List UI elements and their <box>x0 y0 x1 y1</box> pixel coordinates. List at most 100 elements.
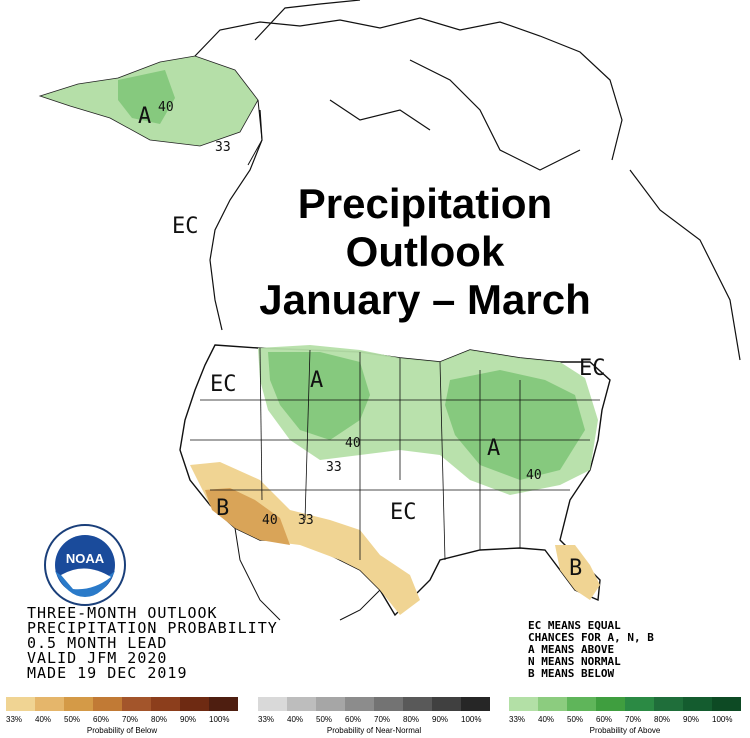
state-borders <box>190 347 600 561</box>
scale-bar-0 <box>6 697 238 711</box>
map-label-southwest-33: 33 <box>298 513 314 528</box>
map-label-north-central-a: A <box>310 368 324 393</box>
scale-tick-label: 33% <box>258 715 275 724</box>
map-label-ec-northeast: EC <box>579 356 606 381</box>
scale-tick-label: 80% <box>151 715 168 724</box>
scale-tick-label: 60% <box>345 715 362 724</box>
map-label-north-central-33: 33 <box>326 460 342 475</box>
scale-tick-label: 80% <box>403 715 420 724</box>
scale-bar-2 <box>509 697 741 711</box>
scale-tick-label: 40% <box>35 715 52 724</box>
scale-swatch <box>316 697 345 711</box>
noaa-logo-text: NOAA <box>66 551 105 566</box>
scale-swatch <box>374 697 403 711</box>
map-label-alaska-40: 40 <box>158 100 174 115</box>
scale-swatch <box>625 697 654 711</box>
north-central-above-40-region <box>268 352 370 440</box>
scale-swatch <box>35 697 64 711</box>
scale-tick-label: 50% <box>567 715 584 724</box>
scale-tick-label: 80% <box>654 715 671 724</box>
ec-legend-line-1: EC MEANS EQUAL <box>528 619 621 632</box>
scale-title-2: Probability of Above <box>589 726 661 735</box>
scale-title-1: Probability of Near-Normal <box>326 726 422 735</box>
map-label-alaska-33: 33 <box>215 140 231 155</box>
title-line-3: January – March <box>259 276 591 323</box>
mexico-outline <box>234 527 381 621</box>
scale-tick-label: 33% <box>6 715 23 724</box>
info-line-3: 0.5 MONTH LEAD <box>27 634 168 652</box>
scale-ticks-1: 33% 40% 50% 60% 70% 80% 90% 100% <box>258 715 490 724</box>
title-line-2: Outlook <box>345 228 505 275</box>
map-label-north-central-40: 40 <box>345 436 361 451</box>
scale-swatch <box>6 697 35 711</box>
canada-coastline <box>194 0 741 361</box>
scale-swatch <box>403 697 432 711</box>
scale-tick-label: 33% <box>509 715 526 724</box>
southwest-below-40-region <box>205 488 290 545</box>
scale-swatch <box>567 697 596 711</box>
scale-swatch <box>345 697 374 711</box>
outlook-info-block: THREE-MONTH OUTLOOK PRECIPITATION PROBAB… <box>27 606 278 681</box>
scale-swatch <box>654 697 683 711</box>
alaska-above-40-region <box>118 70 175 124</box>
scale-tick-label: 90% <box>683 715 700 724</box>
scale-tick-label: 60% <box>596 715 613 724</box>
scale-ticks-2: 33% 40% 50% 60% 70% 80% 90% 100% <box>509 715 741 724</box>
map-title: Precipitation Outlook January – March <box>200 180 650 324</box>
scale-swatch <box>180 697 209 711</box>
scale-swatch <box>683 697 712 711</box>
scale-swatch <box>432 697 461 711</box>
map-label-florida-b: B <box>569 556 583 581</box>
ec-legend-line-3: A MEANS ABOVE <box>528 643 615 656</box>
alaska-border <box>247 99 263 166</box>
map-label-ec-northwest: EC <box>210 372 237 397</box>
info-line-1: THREE-MONTH OUTLOOK <box>27 604 218 622</box>
scale-tick-label: 90% <box>180 715 197 724</box>
title-line-1: Precipitation <box>297 180 553 227</box>
scale-tick-label: 70% <box>374 715 391 724</box>
florida-below-33-region <box>555 545 600 600</box>
scale-swatch <box>151 697 180 711</box>
map-label-alaska-a: A <box>138 104 152 129</box>
scale-swatch <box>461 697 490 711</box>
scale-tick-label: 50% <box>316 715 333 724</box>
scale-swatch <box>64 697 93 711</box>
scale-swatch <box>209 697 238 711</box>
scale-tick-label: 100% <box>209 715 230 724</box>
scale-swatch <box>122 697 151 711</box>
map-label-ec-bc: EC <box>172 214 199 239</box>
map-label-great-lakes-40: 40 <box>526 468 542 483</box>
scale-tick-label: 70% <box>625 715 642 724</box>
info-line-5: MADE 19 DEC 2019 <box>27 664 188 682</box>
scale-tick-label: 70% <box>122 715 139 724</box>
ec-legend-line-2: CHANCES FOR A, N, B <box>528 631 654 644</box>
scale-swatch <box>509 697 538 711</box>
info-line-4: VALID JFM 2020 <box>27 649 168 667</box>
scale-swatch <box>596 697 625 711</box>
scale-ticks-0: 33% 40% 50% 60% 70% 80% 90% 100% <box>6 715 238 724</box>
scale-tick-label: 40% <box>538 715 555 724</box>
ec-legend-line-4: N MEANS NORMAL <box>528 655 621 668</box>
scale-tick-label: 40% <box>287 715 304 724</box>
scale-tick-label: 90% <box>432 715 449 724</box>
scale-swatch <box>258 697 287 711</box>
ec-legend: EC MEANS EQUAL CHANCES FOR A, N, B A MEA… <box>528 620 654 680</box>
map-label-ec-south: EC <box>390 500 417 525</box>
scale-swatch <box>712 697 741 711</box>
ec-legend-line-5: B MEANS BELOW <box>528 667 615 680</box>
scale-swatch <box>538 697 567 711</box>
scale-title-0: Probability of Below <box>86 726 158 735</box>
scale-tick-label: 50% <box>64 715 81 724</box>
scale-tick-label: 100% <box>712 715 733 724</box>
scale-swatch <box>93 697 122 711</box>
scale-tick-label: 60% <box>93 715 110 724</box>
scale-swatch <box>287 697 316 711</box>
scale-tick-label: 100% <box>461 715 482 724</box>
info-line-2: PRECIPITATION PROBABILITY <box>27 619 278 637</box>
noaa-logo: NOAA <box>44 524 126 606</box>
map-label-southwest-b: B <box>216 496 230 521</box>
scale-bar-1 <box>258 697 490 711</box>
map-label-southwest-40: 40 <box>262 513 278 528</box>
